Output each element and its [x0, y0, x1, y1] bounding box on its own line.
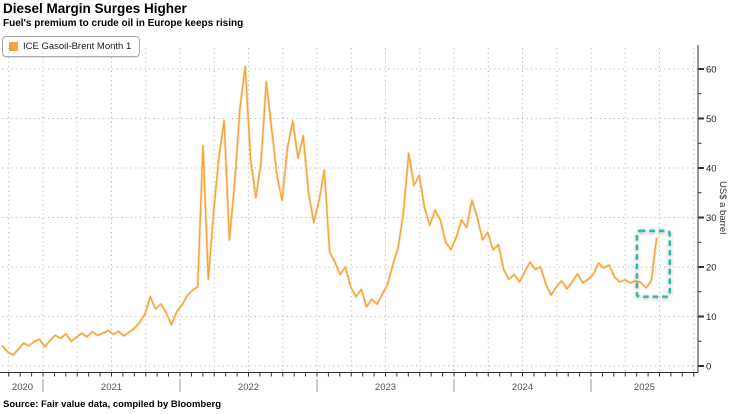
legend: ICE Gasoil-Brent Month 1 [2, 36, 141, 57]
chart-subtitle: Fuel's premium to crude oil in Europe ke… [3, 18, 244, 29]
legend-label: ICE Gasoil-Brent Month 1 [23, 41, 132, 52]
y-axis-labels: 0 10 20 30 40 50 60 [706, 65, 717, 373]
y-tick-label: 60 [706, 65, 717, 76]
year-label: 2023 [375, 382, 396, 393]
axes [0, 45, 704, 377]
year-label: 2020 [12, 382, 33, 393]
gridlines [2, 48, 697, 372]
y-axis-title: US$ a barrel [717, 181, 728, 235]
highlight-box [635, 229, 671, 298]
legend-swatch-icon [9, 42, 18, 51]
y-tick-label: 30 [706, 213, 717, 224]
year-label: 2021 [101, 382, 122, 393]
y-tick-label: 10 [706, 312, 717, 323]
y-tick-label: 0 [706, 362, 711, 373]
page-title: Diesel Margin Surges Higher [3, 1, 187, 16]
series-gasoil-brent [1, 65, 658, 357]
x-axis-labels: 2020 2021 2022 2023 2024 2025 [12, 379, 655, 393]
y-tick-label: 20 [706, 263, 717, 274]
source-note: Source: Fair value data, compiled by Blo… [3, 399, 222, 410]
series-line [1, 65, 658, 356]
year-label: 2022 [238, 382, 259, 393]
y-tick-label: 50 [706, 114, 717, 125]
year-label: 2024 [512, 382, 533, 393]
y-tick-label: 40 [706, 164, 717, 175]
year-label: 2025 [634, 382, 655, 393]
